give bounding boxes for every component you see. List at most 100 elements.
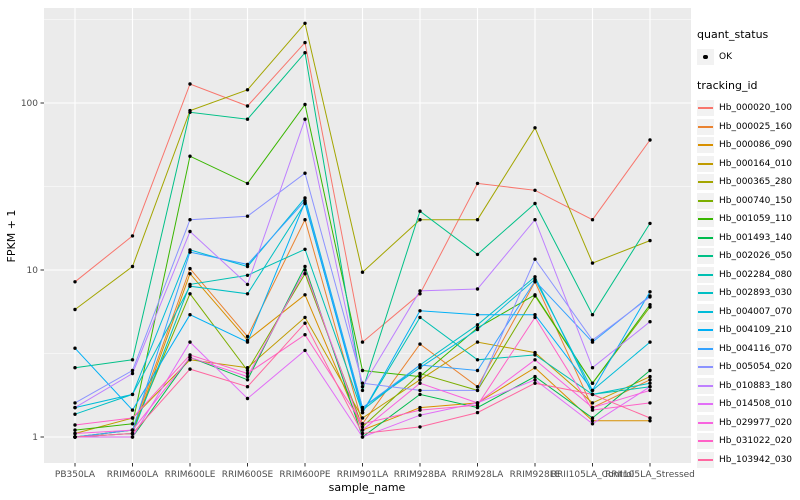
- x-axis-title: sample_name: [329, 481, 406, 494]
- data-point: [73, 401, 77, 405]
- legend-swatch-line: [698, 347, 713, 350]
- legend-key: [697, 285, 714, 302]
- legend-item: Hb_002893_030: [697, 284, 799, 303]
- data-point: [73, 346, 77, 350]
- legend-item-label: Hb_004116_070: [719, 343, 793, 354]
- data-point: [648, 388, 652, 393]
- legend: quant_status OK tracking_id Hb_000020_10…: [697, 28, 799, 469]
- data-point: [245, 378, 250, 382]
- legend-swatch-line: [698, 366, 713, 369]
- data-point: [188, 355, 192, 359]
- legend-group-quant-status: quant_status OK: [697, 28, 799, 65]
- data-point: [533, 313, 537, 317]
- data-point: [648, 401, 652, 405]
- data-point: [418, 378, 422, 382]
- data-point: [648, 368, 652, 373]
- data-point: [245, 340, 250, 344]
- data-point: [418, 363, 422, 367]
- data-point: [475, 368, 480, 373]
- data-point: [130, 422, 135, 426]
- x-tick-label: RRIM928BA: [394, 470, 447, 480]
- data-point: [590, 261, 595, 265]
- data-point: [188, 218, 192, 222]
- legend-item: Hb_002026_050: [697, 247, 799, 266]
- data-point: [245, 292, 250, 296]
- data-point: [73, 307, 77, 312]
- data-point: [533, 188, 537, 192]
- data-point: [360, 405, 365, 410]
- legend-key: [697, 303, 714, 320]
- data-point: [590, 408, 595, 412]
- legend-swatch-line: [698, 273, 713, 276]
- data-point: [303, 196, 307, 200]
- data-point: [533, 374, 537, 379]
- data-point: [303, 272, 307, 276]
- data-point: [245, 374, 250, 379]
- legend-item: Hb_001059_110: [697, 210, 799, 229]
- data-point: [648, 295, 652, 299]
- legend-item: Hb_004116_070: [697, 340, 799, 359]
- data-point: [590, 388, 595, 393]
- x-tick-label: RRII105LA_Stressed: [605, 470, 695, 480]
- data-point: [648, 385, 652, 389]
- data-point: [73, 431, 77, 436]
- legend-key: [697, 359, 714, 376]
- data-point: [303, 21, 307, 25]
- x-tick-label: RRIM600SE: [222, 470, 274, 480]
- data-point: [590, 218, 595, 222]
- data-point: [303, 51, 307, 55]
- data-point: [245, 366, 250, 370]
- legend-key: [697, 100, 714, 117]
- legend-item-label: Hb_002284_080: [719, 269, 793, 280]
- data-point: [418, 413, 422, 417]
- data-point: [590, 401, 595, 405]
- data-point: [475, 287, 480, 291]
- data-point: [648, 138, 652, 142]
- data-point: [475, 340, 480, 344]
- legend-item-label: Hb_002893_030: [719, 288, 793, 299]
- data-point: [475, 327, 480, 332]
- data-point: [360, 408, 365, 412]
- data-point: [303, 315, 307, 320]
- data-point: [188, 250, 192, 254]
- data-point: [245, 214, 250, 218]
- data-point: [533, 275, 537, 279]
- data-point: [188, 284, 192, 288]
- legend-item-label: Hb_000086_090: [719, 140, 793, 151]
- data-point: [590, 405, 595, 410]
- data-point: [360, 368, 365, 373]
- legend-key: [697, 155, 714, 172]
- data-point: [418, 425, 422, 429]
- y-axis-title: FPKM + 1: [5, 210, 18, 263]
- legend-title-tracking-id: tracking_id: [697, 79, 758, 92]
- legend-item-label: Hb_000164_010: [719, 158, 793, 169]
- data-point: [418, 218, 422, 222]
- data-point: [590, 422, 595, 426]
- data-point: [73, 366, 77, 370]
- data-point: [188, 353, 192, 357]
- data-point: [648, 419, 652, 423]
- data-point: [475, 358, 480, 362]
- data-point: [533, 218, 537, 222]
- legend-item-label: Hb_014508_010: [719, 399, 793, 410]
- legend-item: Hb_010883_180: [697, 377, 799, 396]
- data-point: [648, 320, 652, 324]
- legend-key: [697, 211, 714, 228]
- data-point: [188, 292, 192, 296]
- data-point: [188, 82, 192, 86]
- data-point: [303, 293, 307, 297]
- data-point: [303, 333, 307, 337]
- data-point: [360, 340, 365, 344]
- legend-swatch-line: [698, 329, 713, 332]
- data-point: [590, 338, 595, 342]
- data-point: [360, 428, 365, 432]
- data-point: [475, 405, 480, 410]
- data-point: [360, 385, 365, 389]
- legend-item-label: Hb_005054_020: [719, 362, 793, 373]
- legend-item-label: Hb_000020_100: [719, 103, 793, 114]
- y-tick-label: 1: [32, 433, 38, 443]
- data-point: [130, 368, 135, 373]
- data-point: [360, 388, 365, 393]
- data-point: [475, 323, 480, 327]
- legend-swatch-line: [698, 162, 713, 165]
